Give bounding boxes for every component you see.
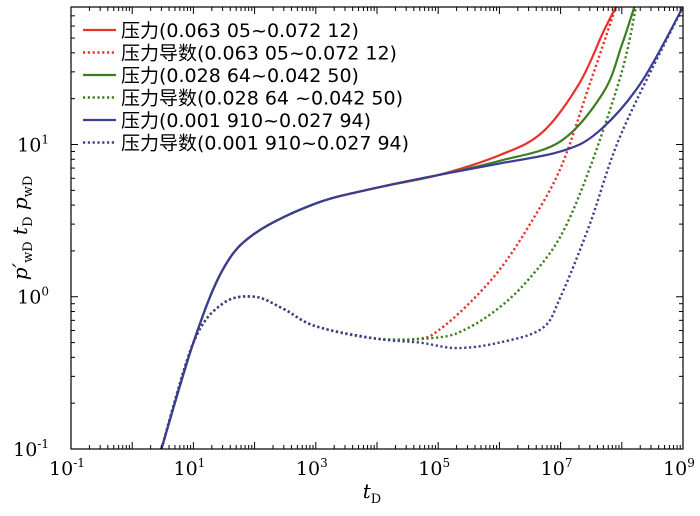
series-line-6 [160, 7, 683, 449]
x-axis-label: tD [363, 479, 381, 507]
y-tick-label: 101 [17, 132, 49, 156]
legend-label-6: 压力导数(0.001 910~0.027 94) [121, 133, 409, 155]
x-tick-label: 105 [418, 456, 450, 480]
y-tick-label: 100 [17, 285, 49, 309]
legend-label-5: 压力(0.001 910~0.027 94) [121, 110, 371, 132]
x-tick-label: 107 [541, 456, 573, 480]
legend-label-1: 压力(0.063 05~0.072 12) [121, 20, 359, 42]
y-tick-label: 10-1 [13, 437, 49, 461]
legend-label-4: 压力导数(0.028 64 ~0.042 50) [121, 88, 403, 110]
x-tick-label: 109 [663, 456, 695, 480]
x-tick-label: 10-1 [49, 456, 85, 480]
plot-area [160, 7, 683, 449]
x-tick-label: 103 [296, 456, 328, 480]
x-tick-label: 101 [173, 456, 205, 480]
series-line-5 [160, 7, 683, 449]
y-axis-label: p′wD tD pwD [8, 176, 36, 281]
tick-marks [70, 6, 684, 450]
legend-label-2: 压力导数(0.063 05~0.072 12) [121, 43, 397, 65]
legend: 压力(0.063 05~0.072 12)压力导数(0.063 05~0.072… [83, 20, 409, 155]
legend-label-3: 压力(0.028 64~0.042 50) [121, 65, 359, 87]
